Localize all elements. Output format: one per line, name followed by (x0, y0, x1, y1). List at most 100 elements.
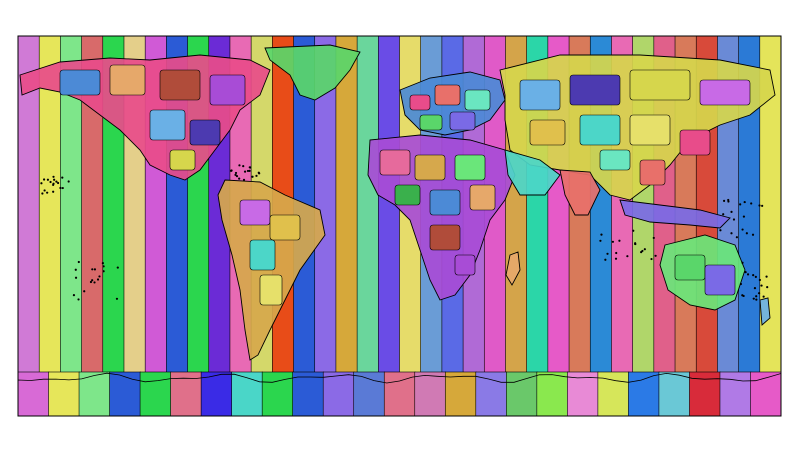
antarctica-zone (383, 371, 416, 416)
country (59, 69, 101, 96)
country (429, 224, 461, 251)
island (83, 290, 86, 293)
country (109, 64, 146, 96)
country (259, 274, 283, 306)
antarctica-zone (567, 371, 599, 416)
island (102, 270, 105, 273)
island (101, 261, 104, 265)
island (229, 169, 233, 172)
island (52, 175, 55, 178)
antarctica-zone (506, 371, 538, 416)
antarctica-zone (170, 371, 202, 416)
island (55, 180, 58, 183)
island (742, 294, 745, 298)
island (741, 261, 744, 264)
island (753, 287, 757, 290)
country (209, 74, 246, 106)
island (746, 273, 750, 276)
island (739, 282, 742, 286)
country (579, 114, 621, 146)
island (735, 236, 738, 239)
country (239, 199, 271, 226)
country (454, 154, 486, 181)
country (674, 254, 706, 281)
island (722, 199, 726, 202)
antarctica-zone (200, 371, 233, 416)
antarctica-zone (475, 371, 508, 416)
country (249, 239, 276, 271)
antarctica-coast (18, 372, 781, 416)
landmass (264, 44, 361, 101)
timezone-band (38, 36, 62, 416)
island (235, 174, 239, 178)
landmass (619, 199, 731, 229)
island (249, 166, 252, 169)
island (74, 268, 77, 271)
island (641, 249, 644, 253)
island (632, 229, 635, 232)
island (742, 215, 746, 218)
island (40, 182, 43, 185)
island (743, 200, 746, 204)
country (379, 149, 411, 176)
island (115, 297, 119, 300)
country (569, 74, 621, 106)
island (758, 278, 761, 282)
island (606, 252, 609, 255)
map-frame (17, 35, 782, 417)
country (699, 79, 751, 106)
antarctica-zone (231, 371, 263, 416)
landmass (504, 149, 561, 196)
island (74, 276, 78, 279)
island (751, 233, 755, 236)
island (755, 298, 758, 301)
island (234, 171, 238, 175)
antarctica-zone (18, 371, 50, 416)
island (238, 164, 241, 167)
country (409, 94, 431, 111)
antarctica-zone (48, 371, 80, 416)
island (758, 204, 761, 207)
island (41, 192, 44, 195)
island (762, 295, 765, 298)
island (61, 176, 64, 179)
antarctica-zone (109, 371, 141, 416)
country (434, 84, 461, 106)
country (419, 114, 443, 131)
landmass (759, 297, 771, 326)
island (599, 239, 602, 242)
island (93, 268, 97, 271)
country (639, 159, 666, 186)
timezone-band (18, 36, 40, 416)
island (251, 175, 254, 178)
island (91, 268, 94, 271)
country (414, 154, 446, 181)
island (93, 281, 96, 284)
island (56, 181, 60, 185)
country (679, 129, 711, 156)
island (52, 190, 55, 193)
country (159, 69, 201, 101)
country (529, 119, 566, 146)
island (255, 174, 258, 177)
antarctica-zone (750, 371, 781, 416)
island (242, 178, 246, 181)
antarctica-zone (719, 371, 752, 416)
island (744, 271, 747, 274)
island (600, 233, 603, 236)
country (629, 69, 691, 101)
antarctica-zone (444, 371, 477, 416)
island (242, 165, 245, 168)
country (704, 264, 736, 296)
antarctica-zone (322, 371, 355, 416)
antarctica-zone (292, 371, 324, 416)
island (52, 182, 55, 185)
island (730, 210, 733, 213)
country (394, 184, 421, 206)
country (149, 109, 186, 141)
antarctica-zone (414, 371, 447, 416)
island (752, 297, 755, 300)
antarctica-bands (18, 371, 781, 416)
island-dots (40, 164, 769, 301)
